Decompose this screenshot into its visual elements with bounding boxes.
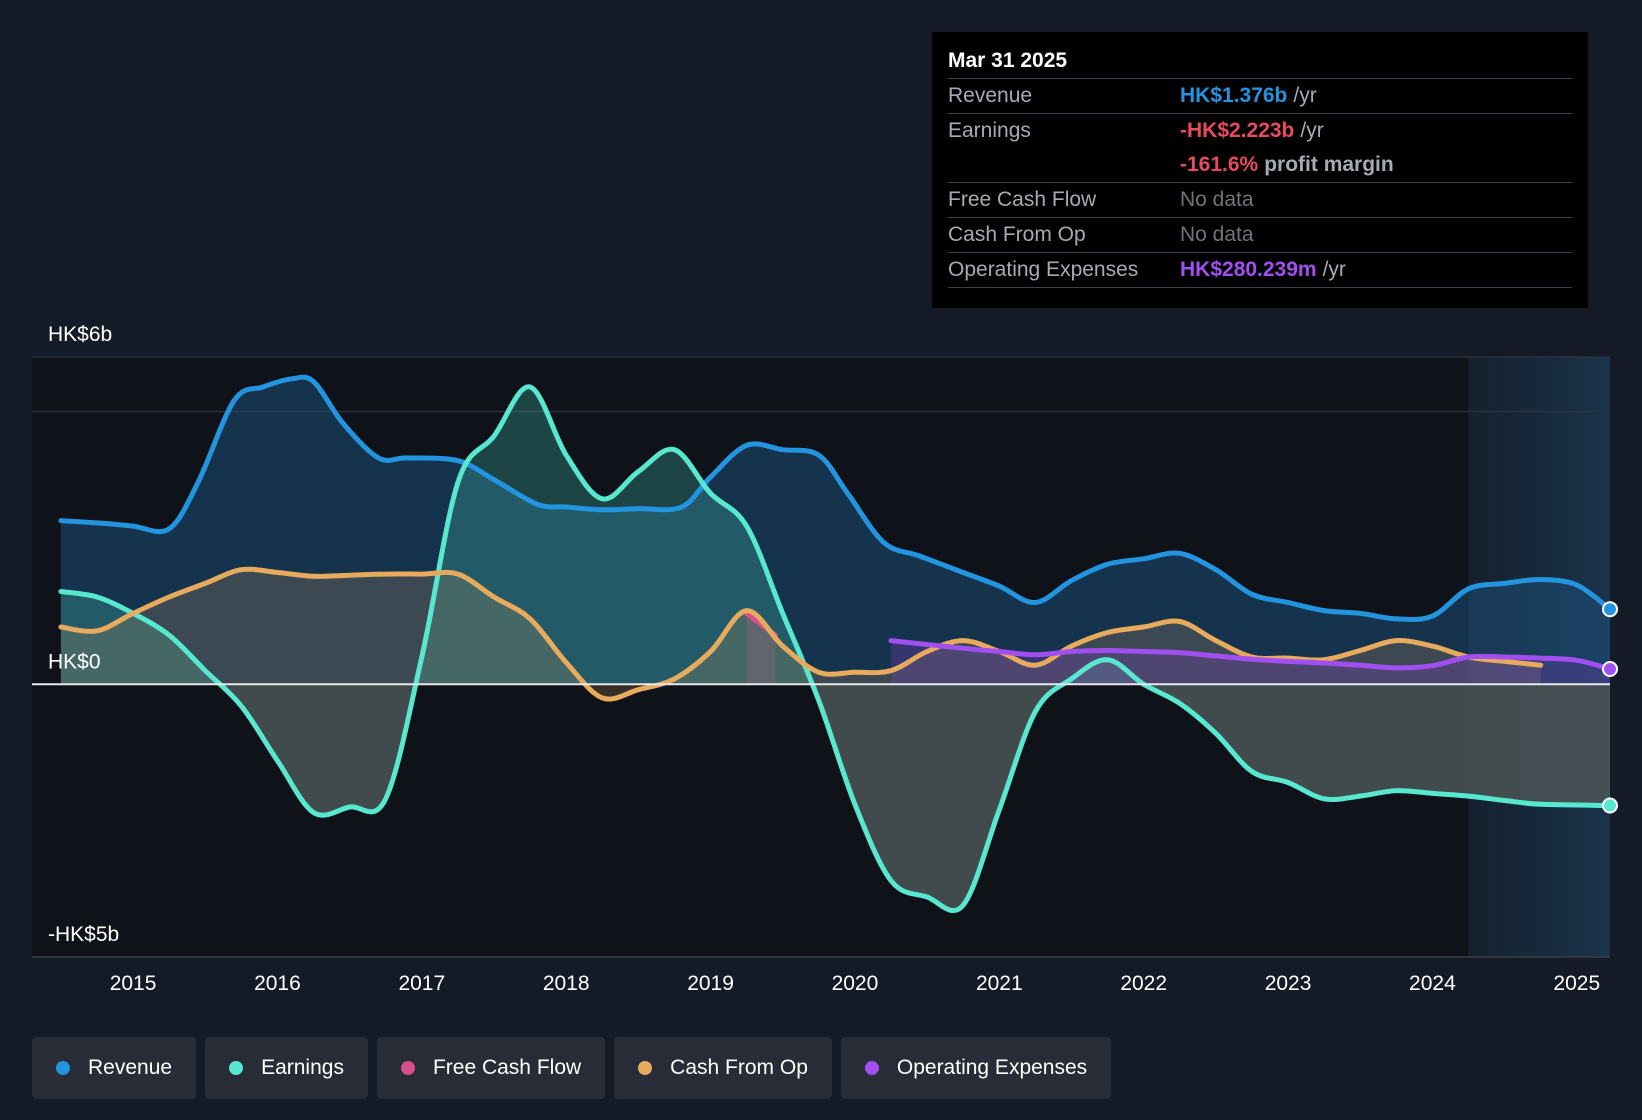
tooltip-row-profit-margin: -161.6% profit margin — [948, 148, 1572, 183]
y-label-top: HK$6b — [48, 323, 112, 346]
legend-dot-icon — [229, 1061, 244, 1075]
earnings-endpoint — [1602, 797, 1618, 814]
x-tick-2016: 2016 — [254, 972, 301, 995]
x-tick-2024: 2024 — [1409, 972, 1456, 995]
tooltip-row-earnings: Earnings -HK$2.223b/yr — [948, 114, 1572, 148]
earnings-negative-area — [60, 684, 1610, 911]
y-axis-labels: HK$6b HK$0 -HK$5b — [48, 323, 119, 946]
tooltip-value: -HK$2.223b — [1180, 119, 1295, 142]
legend-item-cash-from-op[interactable]: Cash From Op — [614, 1037, 832, 1099]
legend-dot-icon — [400, 1061, 415, 1075]
tooltip-suffix: /yr — [1293, 84, 1317, 107]
x-tick-2020: 2020 — [832, 972, 879, 995]
cash-from-op-line — [58, 566, 1544, 702]
legend: Revenue Earnings Free Cash Flow Cash From O… — [32, 1037, 1112, 1099]
operating-expenses-line — [888, 638, 1613, 672]
tooltip-value: No data — [1180, 188, 1254, 211]
legend-dot-icon — [56, 1061, 70, 1075]
legend-label: Cash From Op — [670, 1056, 808, 1079]
x-tick-2022: 2022 — [1120, 972, 1167, 995]
operating-expenses-area — [891, 640, 1610, 685]
x-tick-2018: 2018 — [543, 972, 590, 995]
x-axis-labels: 2015 2016 2017 2018 2019 2020 2021 2022 2023 2024… — [110, 972, 1600, 995]
tooltip-row-revenue: Revenue HK$1.376b/yr — [948, 79, 1572, 114]
tooltip-label: Free Cash Flow — [948, 188, 1097, 211]
x-tick-2017: 2017 — [398, 972, 445, 995]
tooltip-suffix: /yr — [1322, 258, 1346, 281]
tooltip-date: Mar 31 2025 — [948, 46, 1572, 79]
tooltip-label: Revenue — [948, 84, 1033, 107]
revenue-endpoint — [1602, 601, 1618, 618]
tooltip-rows: Revenue HK$1.376b/yr Earnings -HK$2.223b/yr… — [948, 79, 1572, 288]
tooltip-label — [948, 148, 1180, 182]
legend-label: Revenue — [88, 1056, 173, 1079]
y-label-bottom: -HK$5b — [48, 923, 119, 946]
tooltip-label: Operating Expenses — [948, 258, 1139, 281]
operating-expenses-endpoint — [1602, 661, 1618, 677]
legend-dot-icon — [864, 1061, 879, 1075]
tooltip-value: HK$1.376b — [1180, 84, 1288, 107]
legend-label: Operating Expenses — [896, 1056, 1088, 1079]
tooltip-value: No data — [1180, 223, 1254, 246]
legend-dot-icon — [638, 1061, 653, 1075]
tooltip-row-operating-expenses: Operating Expenses HK$280.239m/yr — [948, 253, 1572, 288]
tooltip-row-cash-from-op: Cash From Op No data — [948, 218, 1572, 253]
tooltip-value: HK$280.239m — [1180, 258, 1317, 281]
revenue-area — [60, 377, 1610, 685]
tooltip-row-free-cash-flow: Free Cash Flow No data — [948, 183, 1572, 218]
earnings-line — [58, 384, 1613, 914]
legend-item-free-cash-flow[interactable]: Free Cash Flow — [376, 1037, 606, 1099]
x-tick-2021: 2021 — [976, 972, 1023, 995]
legend-item-earnings[interactable]: Earnings — [205, 1037, 368, 1099]
tooltip-suffix: /yr — [1300, 119, 1324, 142]
tooltip-label: Earnings — [948, 119, 1031, 142]
tooltip-panel: Mar 31 2025 Revenue HK$1.376b/yr Earnings -… — [932, 32, 1588, 308]
x-tick-2015: 2015 — [110, 972, 157, 995]
y-label-zero: HK$0 — [48, 650, 101, 673]
legend-label: Earnings — [261, 1056, 344, 1079]
x-tick-2019: 2019 — [687, 972, 734, 995]
series-endpoints — [1602, 601, 1618, 814]
legend-item-operating-expenses[interactable]: Operating Expenses — [840, 1037, 1112, 1099]
tooltip-value: -161.6% — [1180, 153, 1259, 176]
legend-label: Free Cash Flow — [432, 1056, 582, 1079]
x-tick-2023: 2023 — [1265, 972, 1312, 995]
series-lines — [32, 374, 1613, 914]
revenue-line — [58, 374, 1613, 623]
x-tick-2025: 2025 — [1553, 972, 1600, 995]
tooltip-label: Cash From Op — [948, 223, 1086, 246]
legend-item-revenue[interactable]: Revenue — [32, 1037, 197, 1099]
tooltip-suffix: profit margin — [1264, 153, 1394, 176]
